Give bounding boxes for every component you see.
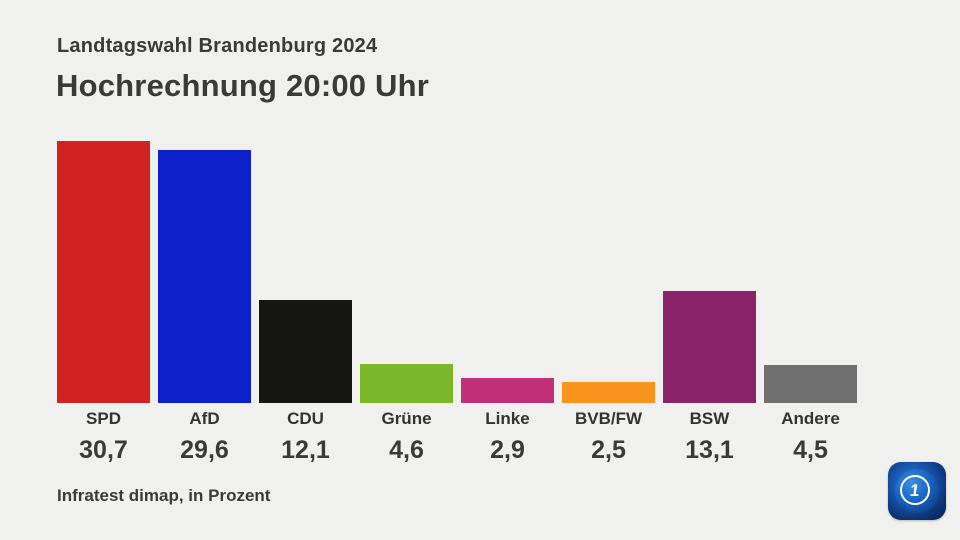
party-label: BSW [689,409,730,428]
bar-BSW [663,291,756,403]
bar-labels: SPD 30,7 AfD 29,6 CDU 12,1 Grüne 4,6 Linke 2,9 BVB… [57,409,857,464]
bar-CDU [259,299,352,403]
bar-label-cell: BSW 13,1 [663,409,756,464]
ard-one-icon: 1 [908,480,922,500]
bar-column [259,140,352,403]
bar-column [764,140,857,403]
party-label: Andere [781,409,840,428]
value-label: 12,1 [281,436,330,464]
party-label: CDU [287,409,324,428]
value-label: 4,5 [793,436,828,464]
bar-SPD [57,140,150,403]
bar-label-cell: SPD 30,7 [57,409,150,464]
bar-Linke [461,378,554,403]
bar-column [360,140,453,403]
bar-chart [57,140,857,403]
bar-column [57,140,150,403]
ard-logo: 1 [888,462,946,520]
party-label: Linke [485,409,530,428]
bar-label-cell: AfD 29,6 [158,409,251,464]
party-label: Grüne [381,409,432,428]
bar-column [562,140,655,403]
bar-AfD [158,150,251,403]
bar-label-cell: CDU 12,1 [259,409,352,464]
bar-column [461,140,554,403]
bar-Grüne [360,363,453,403]
bar-label-cell: BVB/FW 2,5 [562,409,655,464]
party-label: SPD [86,409,121,428]
bar-label-cell: Grüne 4,6 [360,409,453,464]
bar-label-cell: Andere 4,5 [764,409,857,464]
source-note: Infratest dimap, in Prozent [57,486,271,505]
value-label: 2,9 [490,436,525,464]
bar-column [663,140,756,403]
party-label: AfD [189,409,220,428]
bar-Andere [764,364,857,403]
value-label: 4,6 [389,436,424,464]
bar-BVB/FW [562,381,655,403]
ard-ring-icon: 1 [900,475,930,505]
value-label: 29,6 [180,436,229,464]
value-label: 13,1 [685,436,734,464]
bar-label-cell: Linke 2,9 [461,409,554,464]
party-label: BVB/FW [574,409,643,428]
chart-subtitle: Landtagswahl Brandenburg 2024 [57,35,378,57]
value-label: 2,5 [591,436,626,464]
chart-title: Hochrechnung 20:00 Uhr [56,68,430,103]
value-label: 30,7 [79,436,128,464]
bar-column [158,140,251,403]
